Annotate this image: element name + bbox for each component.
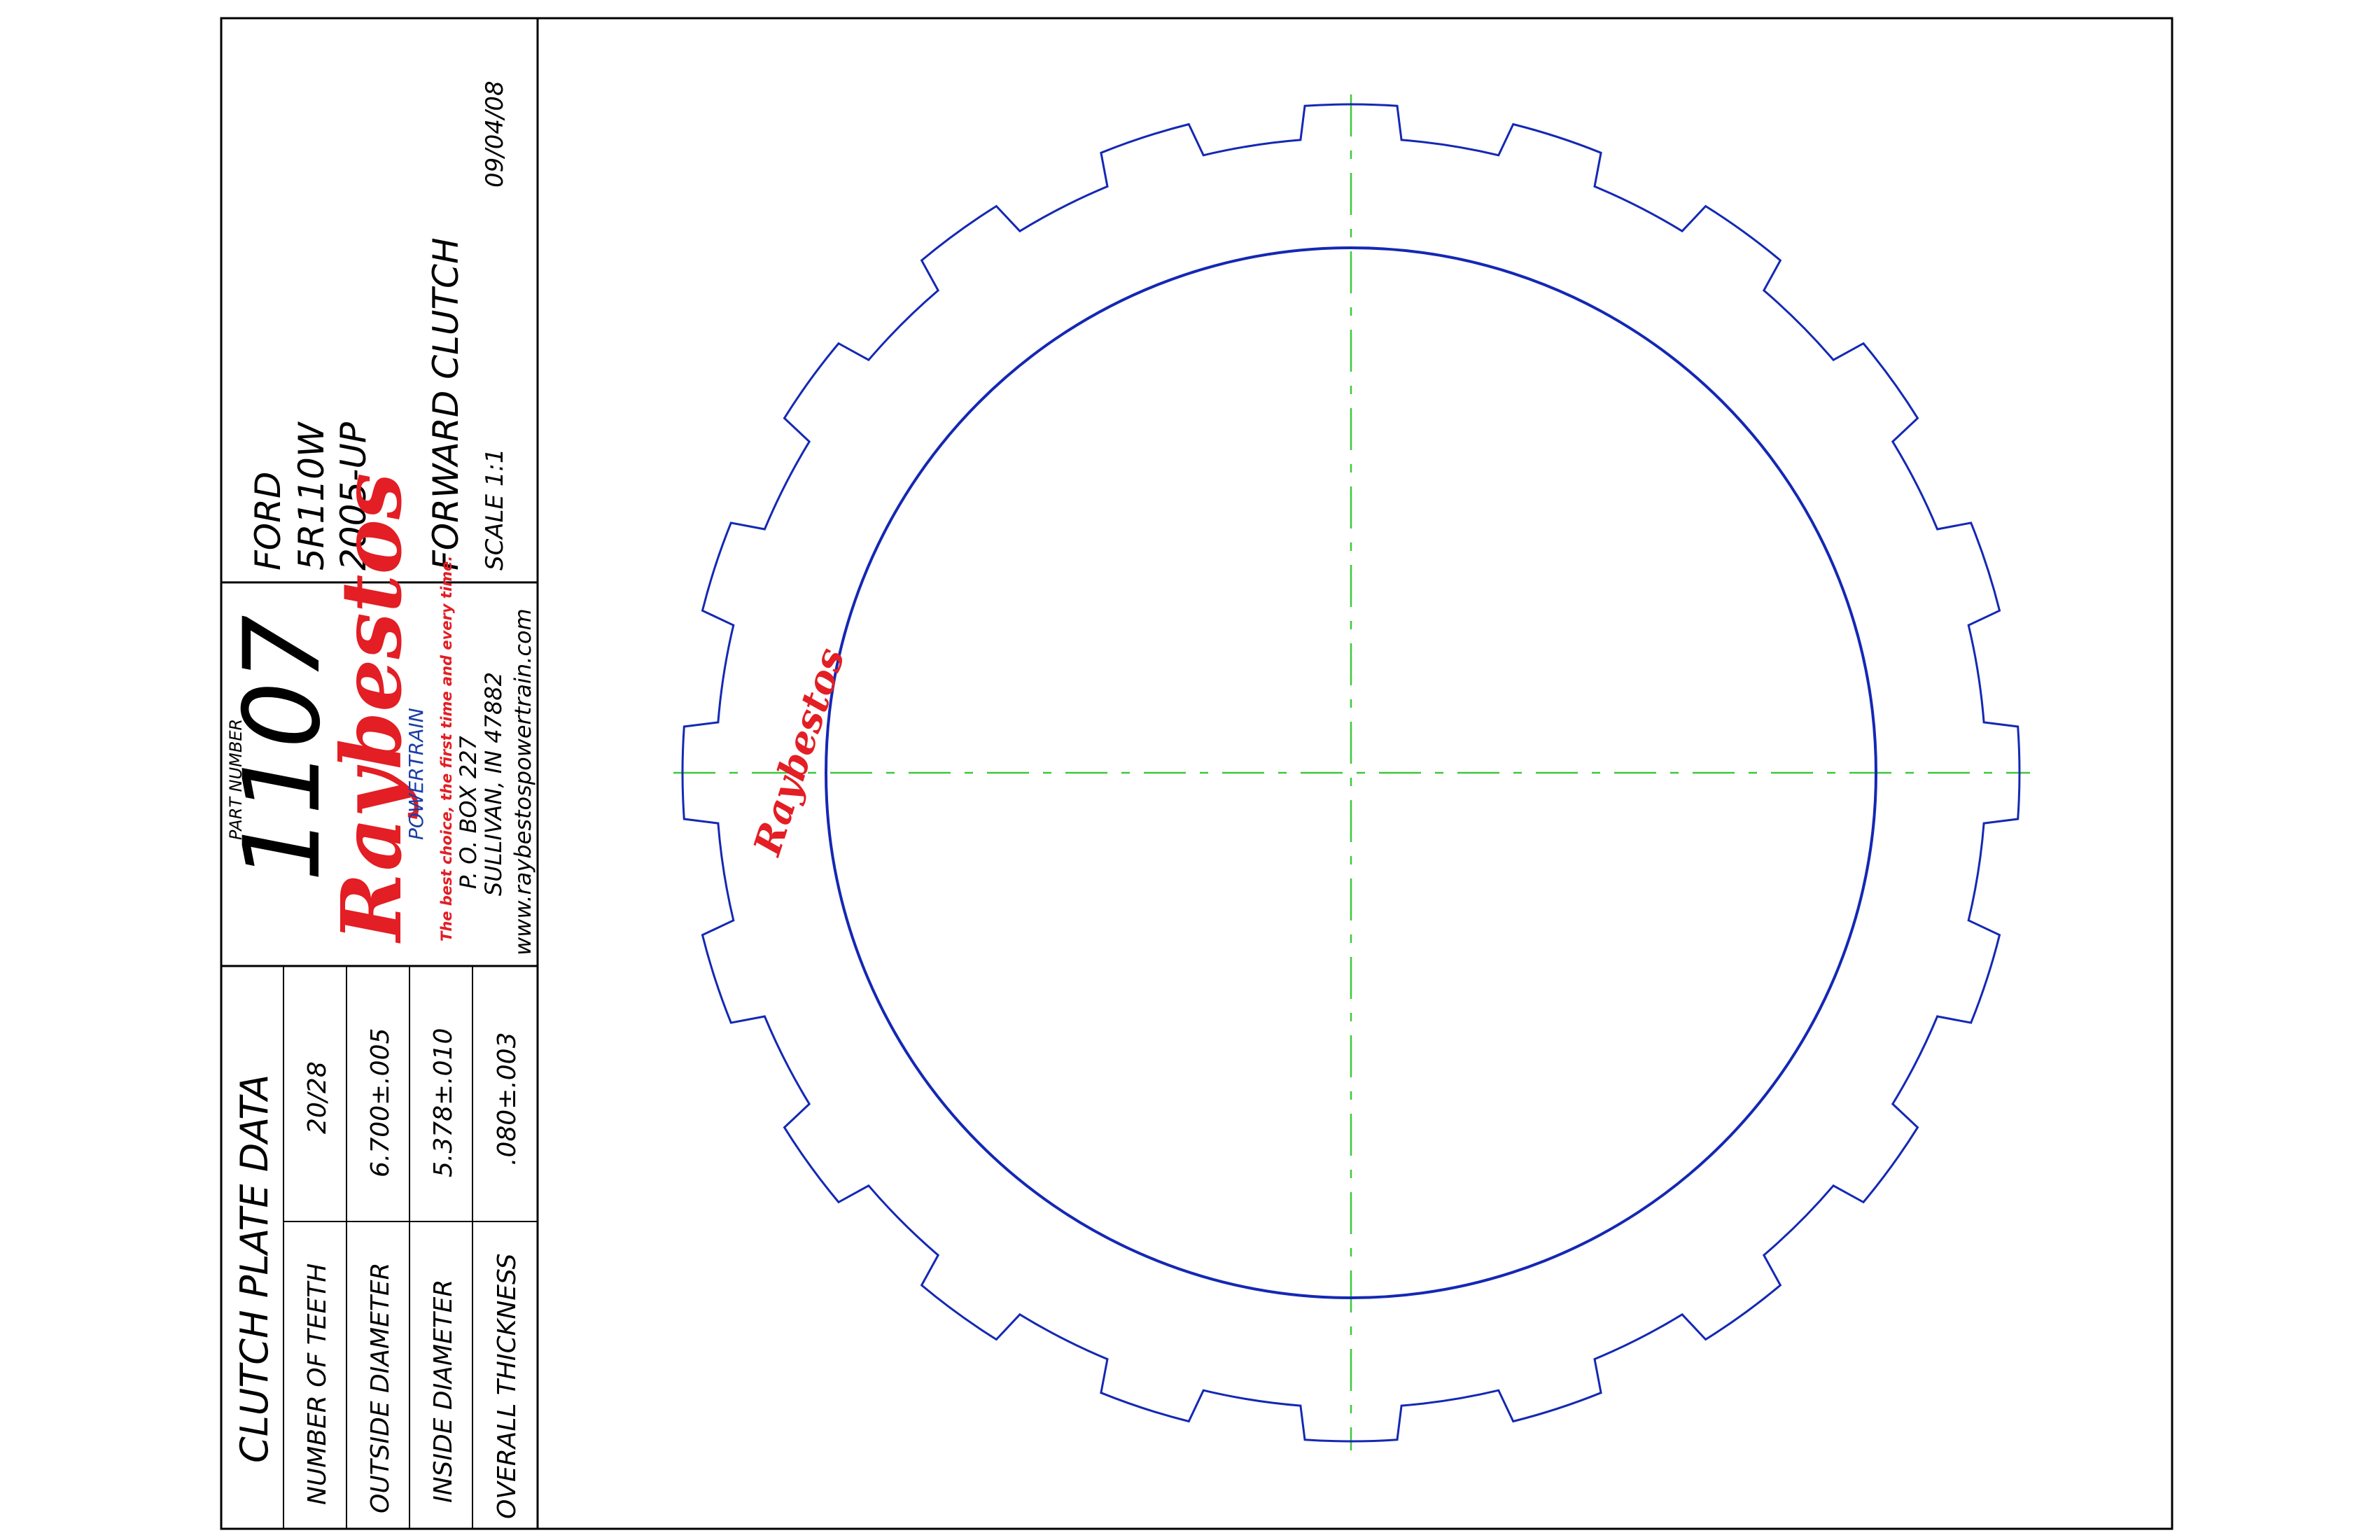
plate-data-label-teeth: NUMBER OF TEETH — [303, 1264, 332, 1505]
part-number: 1107 — [222, 615, 344, 882]
plate-outer-toothed-profile — [681, 103, 2021, 1443]
company-address1: P. O. BOX 227 — [455, 735, 482, 889]
plate-data-value-thickness: .080±.003 — [493, 1032, 522, 1166]
sheet-border — [220, 17, 2174, 1530]
plate-data-label-id: INSIDE DIAMETER — [429, 1280, 458, 1503]
part-number-label: PART NUMBER — [226, 719, 246, 840]
plate-data-heading: CLUTCH PLATE DATA — [232, 1074, 276, 1463]
plate-inside-diameter — [825, 246, 1877, 1299]
plate-data-value-od: 6.700±.005 — [366, 1028, 395, 1177]
title-make: FORD — [248, 472, 288, 570]
plate-data-value-id: 5.378±.010 — [429, 1028, 458, 1177]
company-tagline: The best choice, the first time and ever… — [438, 556, 455, 941]
title-model: 5R110W — [291, 421, 332, 570]
title-date: 09/04/08 — [481, 80, 509, 188]
company-address2: SULLIVAN, IN 47882 — [480, 672, 507, 896]
plate-data-label-thickness: OVERALL THICKNESS — [493, 1254, 522, 1519]
company-division: POWERTRAIN — [405, 708, 428, 840]
company-website: www.raybestospowertrain.com — [510, 608, 536, 955]
plate-data-label-od: OUTSIDE DIAMETER — [366, 1262, 395, 1513]
plate-data-value-teeth: 20/28 — [303, 1061, 332, 1134]
title-application: FORWARD CLUTCH — [426, 237, 466, 570]
company-logo: Raybestos — [323, 473, 420, 944]
title-scale: SCALE 1:1 — [481, 448, 509, 570]
title-years: 2005-UP — [333, 421, 374, 570]
plate-logo: Raybestos — [744, 643, 853, 862]
